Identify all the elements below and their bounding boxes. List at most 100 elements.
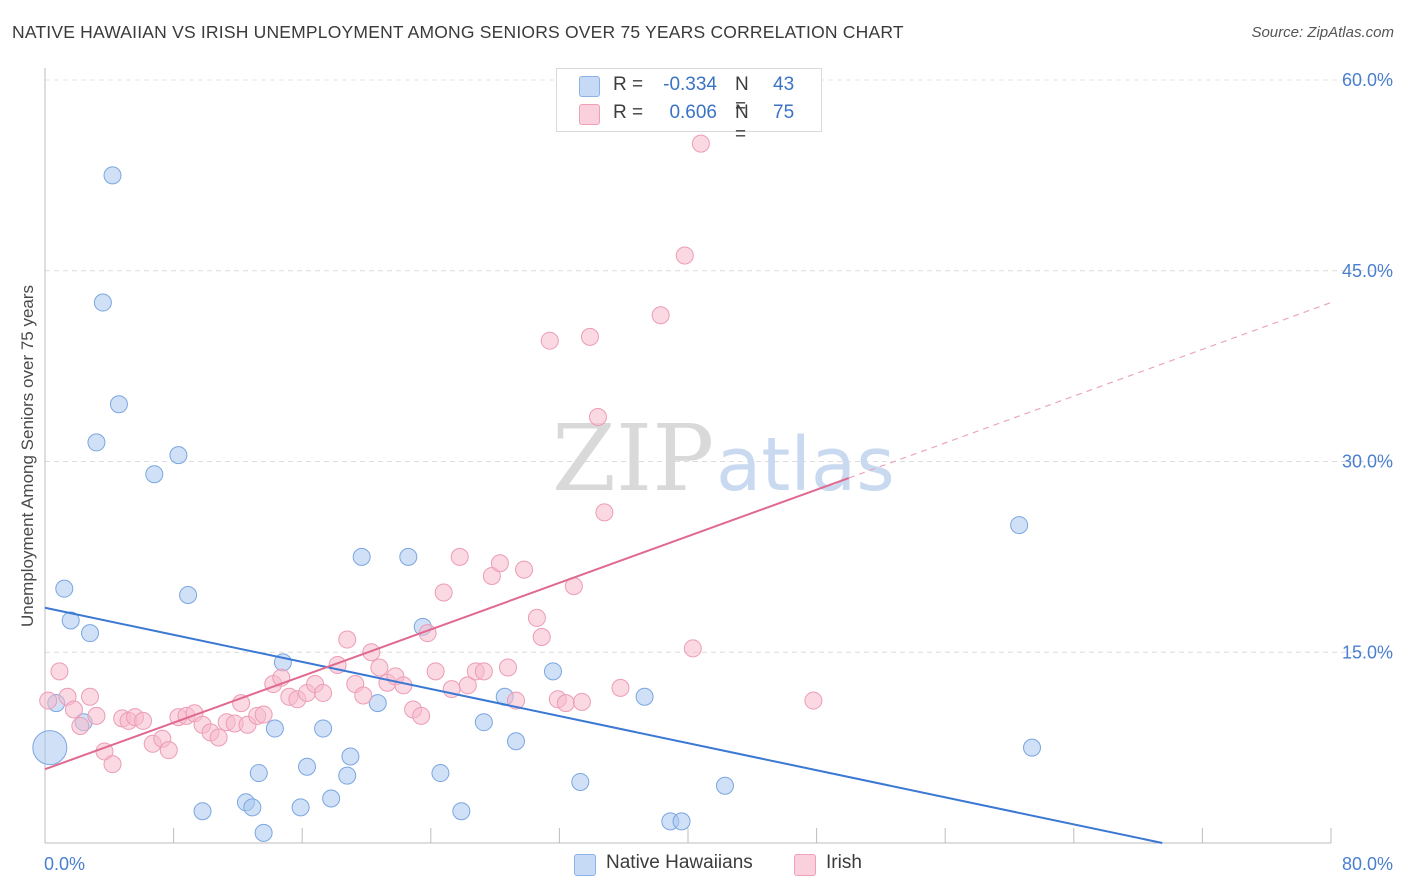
irish-trend-extension [848,301,1332,479]
native-hawaiians-point [103,166,122,185]
irish-point [588,407,607,426]
irish-point [338,630,357,649]
native-hawaiians-point [254,823,273,842]
native-hawaiians-point [431,764,450,783]
irish-point [81,687,100,706]
irish-point [354,686,373,705]
irish-point [458,676,477,695]
y-axis-label: Unemployment Among Seniors over 75 years [18,285,37,627]
native-hawaiians-point [543,662,562,681]
native-hawaiians-point [61,611,80,630]
irish-trend-line [44,477,850,771]
native-hawaiians-point [81,624,100,643]
irish-point [314,683,333,702]
native-hawaiians-point [298,757,317,776]
y-tick-label: 45.0% [1342,261,1393,281]
irish-point [87,706,106,725]
irish-point [506,691,525,710]
legend-r-value: 0.606 [669,102,717,123]
legend-n-label: N = [735,102,749,145]
irish-point [515,560,534,579]
native-hawaiians-point [352,547,371,566]
tick-labels: 15.0% 30.0% 45.0% 60.0% 0.0% 80.0% [44,70,1393,874]
irish-point [450,547,469,566]
irish-point [71,717,90,736]
irish-point [412,706,431,725]
irish-point [254,705,273,724]
native-hawaiians-point [341,747,360,766]
native-hawaiians-point [474,713,493,732]
irish-point [209,728,228,747]
native-hawaiians-point [635,687,654,706]
irish-point [426,662,445,681]
watermark-zip: ZIP [552,405,714,512]
native-hawaiians-point [399,547,418,566]
trend-lines [44,301,1332,844]
irish-point [595,503,614,522]
native-hawaiians-point [249,764,268,783]
bottom-legend-swatch-irish [794,854,816,876]
irish-point [691,134,710,153]
native-hawaiians-point [55,579,74,598]
native-hawaiians-point [93,293,112,312]
irish-point [556,694,575,713]
native-hawaiians-point [32,730,68,766]
native-hawaiians-point [1010,516,1029,535]
native-hawaiians-trend-line [44,606,1163,844]
irish-point [527,608,546,627]
watermark-atlas: atlas [716,422,895,508]
y-tick-label: 15.0% [1342,642,1393,662]
bottom-legend-label: Irish [826,852,862,873]
native-hawaiians-point [87,433,106,452]
irish-point [474,662,493,681]
legend-n-value: 75 [773,102,795,123]
legend-n-value: 43 [773,74,795,95]
grid-lines [45,79,1390,653]
legend-r-label: R = [613,74,644,95]
native-hawaiians-point [571,772,590,791]
irish-point [362,643,381,662]
native-hawaiians-point [506,732,525,751]
native-hawaiians-point [368,694,387,713]
native-hawaiians-point [314,719,333,738]
irish-point [134,711,153,730]
bottom-legend-label: Native Hawaiians [606,852,753,873]
y-tick-label: 30.0% [1342,452,1393,472]
irish-series [39,134,823,774]
irish-point [611,678,630,697]
x-tick-label: 0.0% [44,854,85,874]
irish-point [675,246,694,265]
legend: R = -0.334 N = 43 R = 0.606 N = 75 [556,68,822,145]
irish-point [490,554,509,573]
y-tick-label: 60.0% [1342,70,1393,90]
irish-point [159,741,178,760]
legend-r-value: -0.334 [663,74,717,95]
native-hawaiians-point [145,465,164,484]
native-hawaiians-point [169,446,188,465]
irish-point [482,566,501,585]
irish-point [39,691,58,710]
irish-point [580,327,599,346]
native-hawaiians-point [1023,738,1042,757]
native-hawaiians-point [179,586,198,605]
irish-point [651,306,670,325]
source-label: Source: ZipAtlas.com [1251,24,1394,41]
legend-r-label: R = [613,102,644,123]
chart-title: NATIVE HAWAIIAN VS IRISH UNEMPLOYMENT AM… [12,22,904,42]
axes [44,68,1332,844]
native-hawaiians-point [291,798,310,817]
native-hawaiians-point [715,776,734,795]
irish-point [804,691,823,710]
native-hawaiians-point [265,719,284,738]
native-hawaiians-point [109,395,128,414]
legend-swatch-native-hawaiians [579,76,600,97]
x-tick-label: 80.0% [1342,854,1393,874]
irish-point [683,639,702,658]
irish-point [434,583,453,602]
native-hawaiians-point [322,789,341,808]
native-hawaiians-point [243,798,262,817]
legend-swatch-irish [579,104,600,125]
native-hawaiians-point [452,802,471,821]
native-hawaiians-point [193,802,212,821]
